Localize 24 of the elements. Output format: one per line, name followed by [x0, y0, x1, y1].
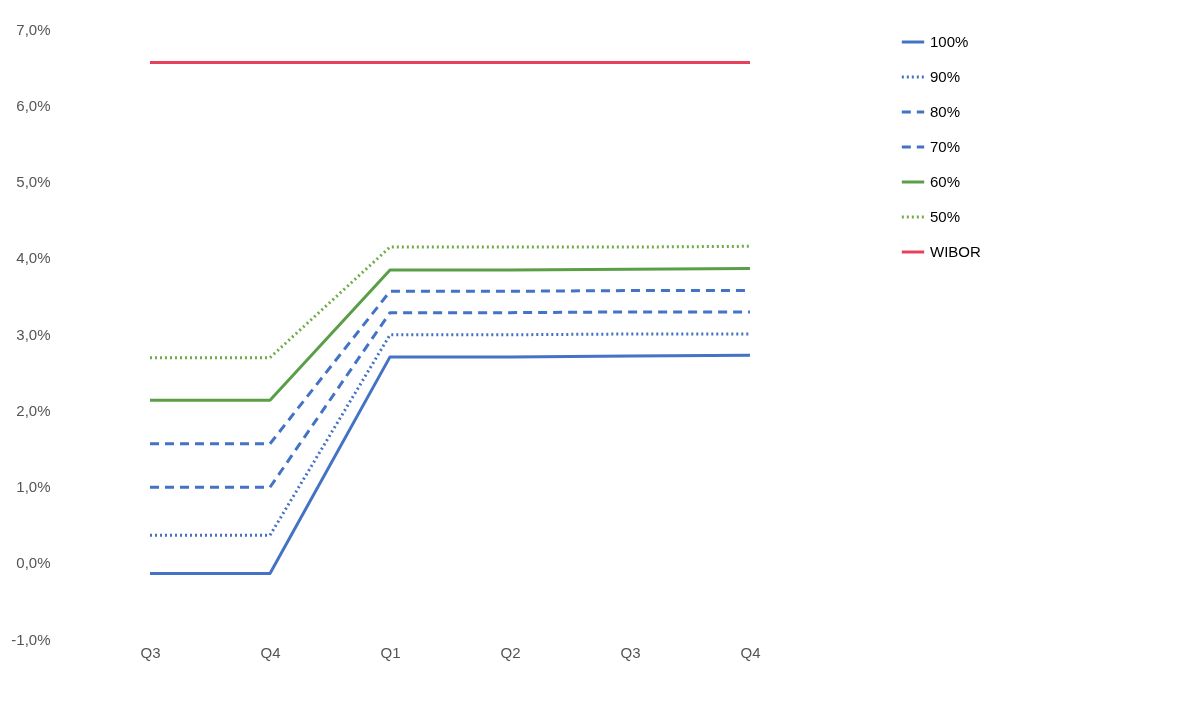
line-series [148, 353, 752, 575]
legend-label: 80% [930, 103, 961, 120]
legend-label: 100% [930, 33, 969, 50]
legend-label: 50% [930, 208, 961, 225]
y-tick-label: 4,0% [16, 249, 51, 267]
y-tick-label: 2,0% [16, 401, 51, 419]
x-tick-label: Q1 [380, 643, 401, 661]
y-tick-label: 7,0% [16, 20, 51, 38]
y-tick-label: 3,0% [16, 325, 51, 343]
line-series [148, 266, 752, 402]
y-tick-label: 5,0% [16, 173, 51, 190]
y-tick-label: 1,0% [16, 478, 51, 495]
y-tick-label: 0,0% [16, 554, 51, 572]
x-tick-label: Q3 [140, 643, 161, 661]
x-tick-label: Q4 [260, 643, 281, 661]
y-tick-label: 6,0% [16, 96, 51, 114]
x-tick-label: Q2 [500, 643, 521, 661]
legend-label: 90% [930, 68, 961, 85]
legend-label: 60% [930, 173, 961, 190]
legend-label: 70% [930, 138, 961, 155]
x-tick-label: Q3 [620, 643, 641, 661]
x-tick-label: Q4 [740, 643, 761, 661]
legend-label: WIBOR [930, 243, 981, 260]
y-tick-label: -1,0% [11, 630, 51, 648]
